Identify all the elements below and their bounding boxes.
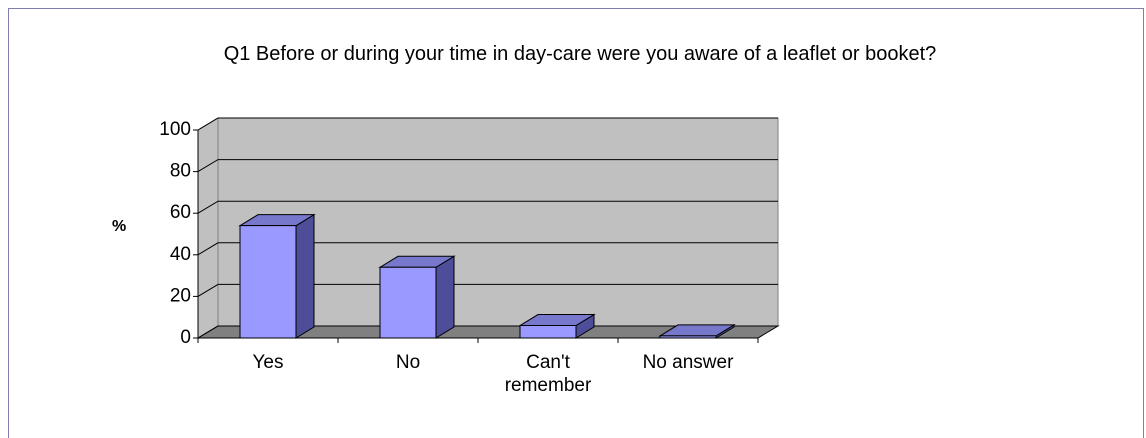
y-tick-label: 40 bbox=[170, 244, 191, 265]
grid-line bbox=[197, 200, 778, 214]
y-tick-label: 0 bbox=[180, 327, 191, 348]
side-wall bbox=[197, 117, 219, 339]
bar-front bbox=[379, 266, 437, 339]
y-tick-label: 80 bbox=[170, 161, 191, 182]
bar bbox=[378, 255, 456, 339]
x-tick-label: Can't remember bbox=[504, 352, 592, 396]
y-axis-label: % bbox=[112, 218, 127, 235]
chart-frame bbox=[8, 8, 1144, 438]
y-tick-label: 60 bbox=[170, 202, 191, 223]
chart-title: Q1 Before or during your time in day-car… bbox=[223, 43, 937, 65]
grid-line bbox=[197, 117, 778, 131]
x-tick-label: Yes bbox=[252, 352, 284, 373]
bar-side bbox=[295, 213, 315, 339]
bar bbox=[518, 313, 596, 339]
bar bbox=[238, 213, 316, 339]
grid-line bbox=[197, 242, 778, 256]
bar bbox=[658, 324, 736, 339]
bar-side bbox=[435, 255, 455, 339]
grid-line bbox=[197, 159, 778, 173]
y-tick-label: 100 bbox=[159, 119, 191, 140]
y-tick-label: 20 bbox=[170, 285, 191, 306]
bar-front bbox=[519, 325, 577, 339]
bar-front bbox=[239, 225, 297, 339]
bar-front bbox=[659, 335, 717, 339]
x-tick-label: No bbox=[395, 352, 421, 373]
grid-line bbox=[197, 283, 778, 297]
x-tick-label: No answer bbox=[642, 352, 734, 373]
